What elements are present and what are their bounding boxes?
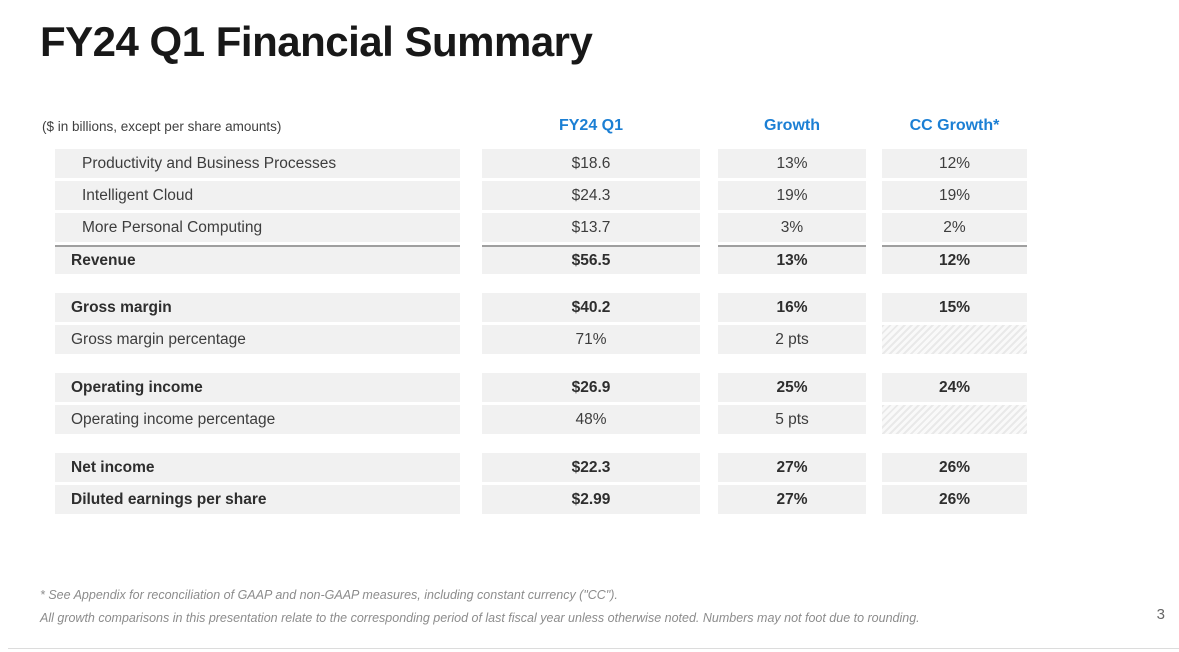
- cc-growth-value: 12%: [882, 245, 1027, 274]
- slide-title: FY24 Q1 Financial Summary: [40, 18, 593, 65]
- table-row-net-income: Net income $22.3 27% 26%: [55, 453, 1179, 482]
- cc-growth-hatched-cell: [882, 405, 1027, 434]
- column-header-fy24-q1: FY24 Q1: [558, 117, 624, 134]
- table-row-more-personal-computing: More Personal Computing $13.7 3% 2%: [55, 213, 1179, 242]
- fy24-q1-value: $18.6: [482, 149, 700, 178]
- row-label: More Personal Computing: [55, 213, 460, 242]
- page-number: 3: [1156, 606, 1165, 623]
- table-row-operating-income: Operating income $26.9 25% 24%: [55, 373, 1179, 402]
- gross-margin-section: Gross margin $40.2 16% 15% Gross margin …: [0, 293, 1179, 354]
- revenue-section: Productivity and Business Processes $18.…: [0, 149, 1179, 274]
- table-row-intelligent-cloud: Intelligent Cloud $24.3 19% 19%: [55, 181, 1179, 210]
- growth-value: 27%: [718, 453, 866, 482]
- fy24-q1-value: $2.99: [482, 485, 700, 514]
- cc-growth-value: 15%: [882, 293, 1027, 322]
- fy24-q1-value: $24.3: [482, 181, 700, 210]
- row-label: Operating income percentage: [55, 405, 460, 434]
- bottom-divider: [8, 648, 1179, 649]
- cc-growth-value: 12%: [882, 149, 1027, 178]
- growth-value: 13%: [718, 245, 866, 274]
- growth-value: 2 pts: [718, 325, 866, 354]
- growth-value: 19%: [718, 181, 866, 210]
- table-row-revenue: Revenue $56.5 13% 12%: [55, 245, 1179, 274]
- table-row-productivity: Productivity and Business Processes $18.…: [55, 149, 1179, 178]
- growth-value: 3%: [718, 213, 866, 242]
- row-label: Net income: [55, 453, 460, 482]
- units-note: ($ in billions, except per share amounts…: [42, 119, 282, 134]
- growth-value: 5 pts: [718, 405, 866, 434]
- table-row-operating-income-percentage: Operating income percentage 48% 5 pts: [55, 405, 1179, 434]
- table-row-gross-margin-percentage: Gross margin percentage 71% 2 pts: [55, 325, 1179, 354]
- fy24-q1-value: 71%: [482, 325, 700, 354]
- financial-summary-table: Productivity and Business Processes $18.…: [0, 149, 1179, 517]
- row-label: Revenue: [55, 245, 460, 274]
- fy24-q1-value: $13.7: [482, 213, 700, 242]
- row-label: Gross margin percentage: [55, 325, 460, 354]
- cc-growth-hatched-cell: [882, 325, 1027, 354]
- cc-growth-value: 26%: [882, 453, 1027, 482]
- footnotes: * See Appendix for reconciliation of GAA…: [40, 584, 920, 630]
- cc-growth-value: 26%: [882, 485, 1027, 514]
- cc-growth-value: 2%: [882, 213, 1027, 242]
- row-label: Diluted earnings per share: [55, 485, 460, 514]
- fy24-q1-value: 48%: [482, 405, 700, 434]
- table-header: ($ in billions, except per share amounts…: [0, 104, 1027, 136]
- footnote-growth-comparisons: All growth comparisons in this presentat…: [40, 611, 920, 625]
- row-label: Intelligent Cloud: [55, 181, 460, 210]
- growth-value: 16%: [718, 293, 866, 322]
- footnote-cc-reconciliation: * See Appendix for reconciliation of GAA…: [40, 588, 618, 602]
- fy24-q1-value: $40.2: [482, 293, 700, 322]
- row-label: Productivity and Business Processes: [55, 149, 460, 178]
- row-label: Gross margin: [55, 293, 460, 322]
- fy24-q1-value: $26.9: [482, 373, 700, 402]
- net-income-section: Net income $22.3 27% 26% Diluted earning…: [0, 453, 1179, 514]
- table-row-gross-margin: Gross margin $40.2 16% 15%: [55, 293, 1179, 322]
- growth-value: 13%: [718, 149, 866, 178]
- column-header-growth: Growth: [764, 117, 820, 134]
- fy24-q1-value: $22.3: [482, 453, 700, 482]
- row-label: Operating income: [55, 373, 460, 402]
- operating-income-section: Operating income $26.9 25% 24% Operating…: [0, 373, 1179, 434]
- table-row-diluted-eps: Diluted earnings per share $2.99 27% 26%: [55, 485, 1179, 514]
- column-header-cc-growth: CC Growth*: [909, 117, 1000, 134]
- growth-value: 27%: [718, 485, 866, 514]
- cc-growth-value: 24%: [882, 373, 1027, 402]
- cc-growth-value: 19%: [882, 181, 1027, 210]
- fy24-q1-value: $56.5: [482, 245, 700, 274]
- growth-value: 25%: [718, 373, 866, 402]
